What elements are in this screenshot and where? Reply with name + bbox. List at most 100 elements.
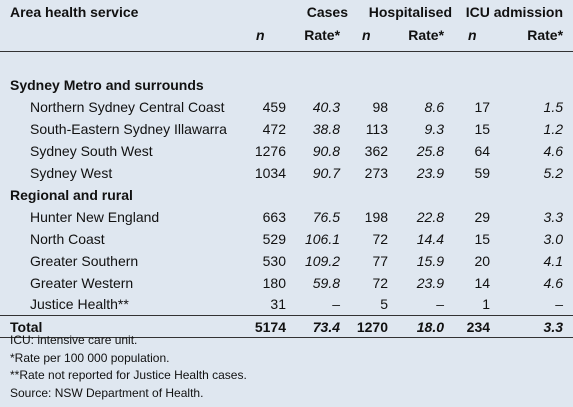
footnote-icu: ICU: intensive care unit. (10, 333, 138, 347)
cases-rate: 59.8 (312, 274, 341, 291)
icu-n: 29 (474, 208, 491, 225)
cases-rate: 76.5 (312, 208, 341, 225)
area-name: North Coast (30, 230, 105, 247)
hosp-n: 72 (372, 230, 389, 247)
table-header: Area health service Cases Hospitalised I… (0, 0, 573, 52)
total-cases-n: 5174 (236, 315, 292, 338)
icu-rate: 3.3 (543, 208, 564, 225)
cases-rate: 90.7 (312, 164, 341, 181)
table-row: Greater Western 180 59.8 72 23.9 14 4.6 (0, 272, 573, 294)
header-icu-admission: ICU admission (465, 4, 564, 20)
area-name: Sydney South West (30, 142, 153, 159)
cases-n: 663 (262, 208, 286, 225)
hosp-rate: 25.8 (416, 142, 445, 159)
hosp-n: 5 (380, 296, 389, 313)
hosp-rate: 15.9 (416, 252, 445, 269)
icu-n: 20 (474, 252, 491, 269)
section-title: Regional and rural (10, 186, 133, 203)
icu-rate: 1.5 (543, 98, 564, 115)
cases-n: 31 (270, 296, 286, 313)
icu-rate: 5.2 (543, 164, 564, 181)
total-row: Total 5174 73.4 1270 18.0 234 3.3 (0, 315, 573, 338)
hosp-n: 113 (365, 120, 389, 137)
icu-n: 1 (482, 296, 491, 313)
header-blank (0, 26, 236, 52)
area-name: Northern Sydney Central Coast (30, 98, 225, 115)
icu-rate: 1.2 (543, 120, 564, 137)
table-row: South-Eastern Sydney Illawarra 472 38.8 113… (0, 118, 573, 140)
cases-n: 529 (262, 230, 286, 247)
table-row: Sydney West 1034 90.7 273 23.9 59 5.2 (0, 162, 573, 184)
section-title: Sydney Metro and surrounds (10, 76, 204, 93)
cases-n: 472 (262, 120, 286, 137)
hosp-n: 72 (372, 274, 389, 291)
footnote-source: Source: NSW Department of Health. (10, 385, 204, 400)
section-row: Regional and rural (0, 184, 573, 206)
area-name: Greater Southern (30, 252, 139, 269)
icu-rate: 4.1 (543, 252, 564, 269)
icu-n: 17 (474, 98, 491, 115)
hosp-rate: 23.9 (416, 164, 445, 181)
icu-n: 15 (474, 230, 491, 247)
cases-n: 180 (262, 274, 286, 291)
icu-n: 14 (474, 274, 491, 291)
total-hosp-n: 1270 (354, 315, 399, 338)
section-row: Sydney Metro and surrounds (0, 74, 573, 96)
footnote-rate: *Rate per 100 000 population. (10, 350, 170, 365)
table-row: Justice Health** 31 – 5 – 1 – (0, 294, 573, 316)
cases-rate: 109.2 (304, 252, 341, 269)
total-hosp-rate: 18.0 (398, 315, 459, 338)
header-hospitalised: Hospitalised (368, 4, 453, 20)
area-name: Sydney West (30, 164, 113, 181)
hosp-n: 77 (372, 252, 389, 269)
footnote-justice: **Rate not reported for Justice Health c… (10, 368, 247, 382)
header-cases-rate: Rate* (292, 26, 355, 52)
icu-rate: – (555, 296, 564, 313)
hosp-n: 273 (364, 164, 389, 181)
cases-rate: 90.8 (312, 142, 341, 159)
icu-rate: 3.0 (543, 230, 564, 247)
hosp-n: 362 (364, 142, 389, 159)
cases-rate: 38.8 (312, 120, 341, 137)
header-area-label: Area health service (10, 4, 139, 20)
icu-n: 59 (474, 164, 491, 181)
cases-rate: 40.3 (312, 98, 341, 115)
table-body: Sydney Metro and surrounds Northern Sydne… (0, 52, 573, 338)
header-icu-n: n (458, 26, 505, 52)
hosp-rate: – (436, 296, 445, 313)
total-cases-rate: 73.4 (292, 315, 355, 338)
hosp-rate: 8.6 (424, 98, 445, 115)
hosp-rate: 9.3 (424, 120, 445, 137)
hosp-rate: 23.9 (416, 274, 445, 291)
icu-n: 15 (474, 120, 491, 137)
icu-rate: 4.6 (543, 142, 564, 159)
cases-n: 1034 (254, 164, 286, 181)
table-row: North Coast 529 106.1 72 14.4 15 3.0 (0, 228, 573, 250)
hosp-n: 98 (372, 98, 389, 115)
area-name: South-Eastern Sydney Illawarra (30, 120, 227, 137)
hosp-rate: 22.8 (416, 208, 445, 225)
total-icu-rate: 3.3 (504, 315, 573, 338)
total-label: Total (0, 315, 236, 338)
table-row: Sydney South West 1276 90.8 362 25.8 64 4.6 (0, 140, 573, 162)
cases-n: 459 (262, 98, 286, 115)
icu-n: 64 (474, 142, 491, 159)
area-name: Hunter New England (30, 208, 160, 225)
cases-n: 1276 (254, 142, 286, 159)
header-cases-n: n (236, 26, 292, 52)
table-row: Hunter New England 663 76.5 198 22.8 29 3.3 (0, 206, 573, 228)
header-icu-rate: Rate* (504, 26, 573, 52)
table-row: Greater Southern 530 109.2 77 15.9 20 4.1 (0, 250, 573, 272)
header-hosp-rate: Rate* (398, 26, 459, 52)
total-icu-n: 234 (458, 315, 505, 338)
cases-n: 530 (262, 252, 286, 269)
table-row: Northern Sydney Central Coast 459 40.3 98 8.… (0, 96, 573, 118)
header-cases: Cases (306, 4, 349, 20)
area-name: Greater Western (30, 274, 134, 291)
health-service-table: Area health service Cases Hospitalised I… (0, 0, 573, 338)
hosp-n: 198 (364, 208, 389, 225)
cases-rate: 106.1 (304, 230, 341, 247)
header-hosp-n: n (354, 26, 399, 52)
hosp-rate: 14.4 (416, 230, 445, 247)
